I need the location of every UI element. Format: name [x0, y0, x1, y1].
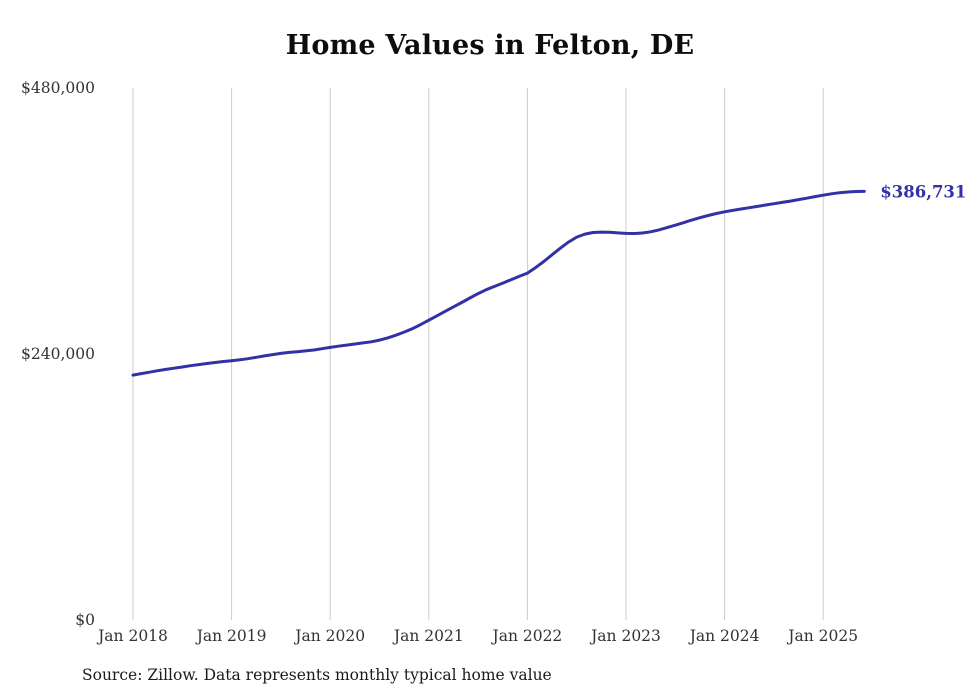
x-tick-label: Jan 2024 [688, 627, 760, 645]
x-tick-label: Jan 2019 [195, 627, 267, 645]
y-tick-label: $0 [75, 611, 95, 629]
x-tick-label: Jan 2020 [293, 627, 365, 645]
x-tick-label: Jan 2023 [589, 627, 661, 645]
x-tick-label: Jan 2022 [490, 627, 562, 645]
source-note: Source: Zillow. Data represents monthly … [82, 666, 552, 684]
y-tick-label: $240,000 [21, 345, 95, 363]
x-tick-label: Jan 2025 [786, 627, 858, 645]
x-tick-label: Jan 2018 [96, 627, 168, 645]
chart-title: Home Values in Felton, DE [285, 30, 695, 61]
y-tick-label: $480,000 [21, 79, 95, 97]
x-tick-label: Jan 2021 [392, 627, 464, 645]
series-line [131, 189, 866, 377]
end-value-label: $386,731 [880, 182, 966, 201]
